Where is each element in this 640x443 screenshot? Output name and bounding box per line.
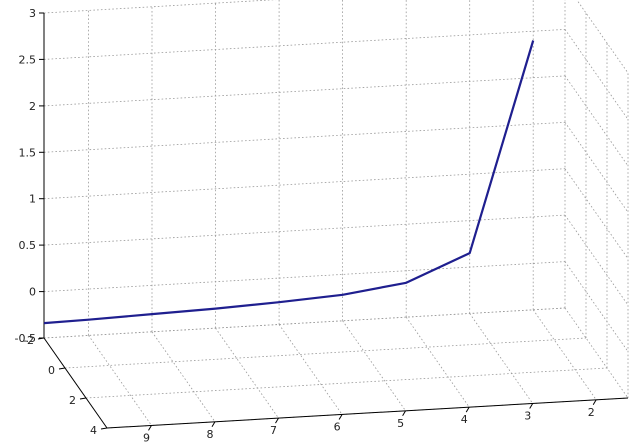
x-tick-label: 4 xyxy=(461,413,468,426)
y-tick-mark xyxy=(79,397,87,400)
z-tick-label: -0.5 xyxy=(15,332,36,345)
gridlines xyxy=(43,0,629,429)
gridline xyxy=(43,75,566,107)
x-tick-label: 2 xyxy=(588,406,595,419)
gridline xyxy=(43,0,277,14)
gridline xyxy=(151,331,216,423)
x-tick-mark xyxy=(148,425,152,431)
y-tick-label: -2 xyxy=(23,334,34,347)
z-tick-label: 1.5 xyxy=(19,146,37,159)
y-tick-label: 0 xyxy=(48,364,55,377)
x-tick-mark xyxy=(402,410,407,417)
x-tick-mark xyxy=(529,403,534,409)
x-tick-mark xyxy=(338,414,343,420)
x-tick-label: 6 xyxy=(334,421,341,434)
gridline xyxy=(564,214,629,306)
x-tick-mark xyxy=(592,399,597,406)
z-tick-label: 1 xyxy=(29,193,36,206)
x-tick-label: 5 xyxy=(397,417,404,430)
y-tick-mark xyxy=(37,337,45,340)
gridline xyxy=(215,327,279,419)
gridline xyxy=(405,316,470,408)
gridline xyxy=(564,307,629,399)
gridline xyxy=(532,309,597,401)
z-tick-label: 0 xyxy=(29,286,36,299)
x-axis-line xyxy=(106,397,629,429)
z-tick-label: 2.5 xyxy=(19,53,37,66)
gridline xyxy=(278,324,343,415)
x-tick-mark xyxy=(465,406,470,413)
axes xyxy=(37,12,629,431)
y-tick-mark xyxy=(100,427,108,430)
x-tick-mark xyxy=(211,421,216,428)
y-tick-label: 2 xyxy=(69,394,76,407)
z-tick-label: 2 xyxy=(29,100,36,113)
gridline xyxy=(43,307,566,339)
series-lines xyxy=(43,40,535,325)
gridline xyxy=(43,214,566,246)
gridline xyxy=(564,261,629,352)
series-line xyxy=(43,40,535,325)
x-tick-mark xyxy=(275,417,279,424)
y-tick-label: 4 xyxy=(90,424,97,437)
x-tick-label: 7 xyxy=(270,424,277,437)
y-axis-line xyxy=(43,337,108,429)
gridline xyxy=(85,367,608,399)
z-tick-label: 3 xyxy=(29,7,36,20)
y-tick-mark xyxy=(58,367,66,370)
gridline xyxy=(43,261,566,292)
gridline xyxy=(564,29,629,120)
gridline xyxy=(564,168,629,259)
gridline xyxy=(43,307,566,339)
gridline xyxy=(564,75,629,167)
gridline xyxy=(43,121,566,153)
z-tick-label: 0.5 xyxy=(19,239,37,252)
gridline xyxy=(43,29,566,60)
x-tick-label: 8 xyxy=(207,428,214,441)
gridline xyxy=(576,0,629,74)
tick-labels: -0.5 0 0.5 1 1.5 2 2.5 3 -2 0 2 4 9 8 7 6 5 4 3 2 xyxy=(15,7,595,443)
x-tick-label: 9 xyxy=(143,431,150,443)
gridline xyxy=(564,122,629,213)
x-tick-label: 3 xyxy=(524,410,531,423)
gridline xyxy=(64,337,587,369)
gridline xyxy=(88,335,152,426)
gridline xyxy=(342,320,406,412)
gridline xyxy=(469,313,534,404)
